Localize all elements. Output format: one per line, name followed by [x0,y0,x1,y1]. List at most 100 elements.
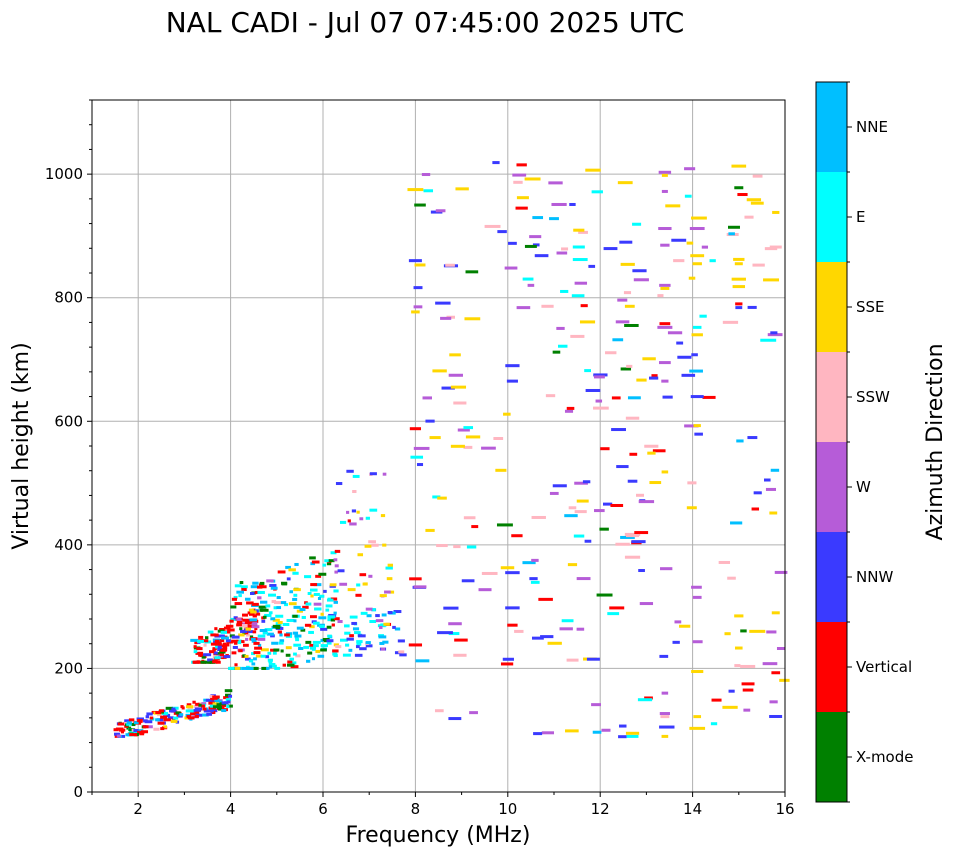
echo-mark [259,583,264,587]
echo-mark [308,630,314,634]
echo-mark [573,534,585,538]
echo-mark [231,597,238,601]
echo-mark [288,568,296,572]
echo-mark [765,487,777,491]
echo-mark [264,613,272,617]
echo-mark [512,173,527,177]
echo-mark [227,628,235,632]
echo-mark [522,277,534,281]
echo-mark [616,465,629,469]
echo-mark [751,507,760,511]
echo-mark [275,614,284,618]
echo-mark [281,582,288,586]
echo-mark [530,580,540,584]
echo-mark [617,181,633,185]
echo-mark [220,636,229,640]
echo-mark [304,623,312,627]
echo-mark [201,702,207,706]
echo-mark [241,666,247,670]
echo-mark [205,636,209,640]
echo-mark [432,369,447,373]
colorbar-tick-label: W [856,478,871,496]
echo-mark [313,644,319,648]
echo-mark [387,563,394,567]
echo-mark [734,186,744,190]
echo-mark [366,614,372,618]
echo-mark [495,468,507,472]
echo-mark [201,655,206,659]
echo-mark [303,645,310,649]
x-tick-label: 2 [133,800,143,818]
echo-mark [632,269,647,273]
echo-mark [241,624,248,628]
echo-mark [244,597,251,601]
echo-mark [249,659,254,663]
echo-mark [335,645,342,649]
echo-mark [576,627,585,631]
echo-mark [294,634,302,638]
echo-mark [206,712,213,716]
echo-mark [254,627,258,631]
echo-mark [241,585,248,589]
echo-mark [770,331,778,335]
echo-mark [257,596,262,600]
echo-mark [225,639,231,643]
echo-mark [342,653,351,657]
echo-mark [318,616,327,620]
echo-mark [586,657,600,661]
echo-mark [355,645,360,649]
echo-mark [222,704,227,708]
echo-mark [371,543,379,547]
echo-mark [737,193,748,197]
echo-mark [625,534,640,538]
echo-mark [261,666,268,670]
echo-mark [457,428,470,432]
echo-mark [747,436,758,440]
echo-mark [226,700,231,704]
echo-mark [560,289,569,293]
echo-mark [541,304,554,308]
echo-mark [505,364,520,368]
echo-mark [244,621,253,625]
echo-mark [310,562,316,566]
echo-mark [413,286,423,290]
echo-mark [250,637,256,641]
echo-mark [504,266,518,270]
echo-mark [397,639,405,643]
echo-mark [210,633,216,637]
echo-mark [161,711,169,715]
echo-mark [607,612,620,616]
echo-mark [722,320,739,324]
echo-mark [210,642,218,646]
echo-mark [701,245,709,249]
echo-mark [153,727,160,731]
echo-mark [657,325,673,329]
echo-mark [272,651,277,655]
echo-mark [227,704,233,708]
echo-mark [334,549,341,553]
echo-mark [300,628,306,632]
echo-mark [357,553,364,557]
x-tick-label: 12 [591,800,610,818]
echo-mark [349,522,357,526]
echo-mark [160,715,168,719]
echo-mark [450,385,467,389]
echo-mark [203,709,212,713]
echo-mark [233,595,238,599]
echo-mark [620,367,632,371]
echo-mark [276,606,282,610]
echo-mark [228,666,235,670]
echo-mark [464,317,481,321]
echo-mark [750,201,764,205]
echo-mark [253,657,257,661]
echo-mark [212,709,218,713]
echo-mark [679,624,691,628]
echo-mark [448,717,462,721]
echo-mark [591,703,602,707]
echo-mark [280,649,284,653]
echo-mark [264,628,273,632]
x-tick-label: 10 [498,800,517,818]
echo-mark [689,227,705,231]
echo-mark [639,602,654,606]
echo-mark [220,648,227,652]
